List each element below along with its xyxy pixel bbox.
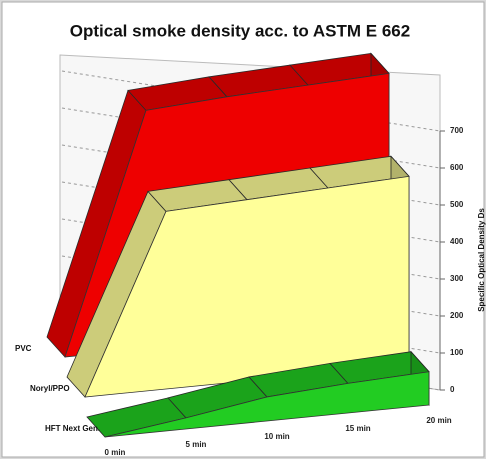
y-tick-label: 100 [450, 348, 464, 357]
x-tick-label: 0 min [105, 448, 126, 457]
x-tick-label: 5 min [186, 440, 207, 449]
plot: 0 100 200 300 400 500 600 700 PVC Noryl/PPO HFT Ne… [15, 52, 464, 457]
series-label: Noryl/PPO [30, 384, 70, 393]
x-tick-label: 10 min [264, 432, 289, 441]
y-tick-label: 500 [450, 200, 464, 209]
x-tick-label: 15 min [345, 424, 370, 433]
series-label: HFT Next Gen. [45, 424, 100, 433]
y-tick-label: 700 [450, 126, 464, 135]
chart-title: Optical smoke density acc. to ASTM E 662 [70, 21, 410, 40]
series-label: PVC [15, 344, 32, 353]
y-tick-label: 300 [450, 274, 464, 283]
y-tick-label: 600 [450, 163, 464, 172]
y-tick-label: 400 [450, 237, 464, 246]
area [84, 175, 410, 398]
y-tick-label: 200 [450, 311, 464, 320]
area [104, 371, 430, 438]
y-tick-label: 0 [450, 385, 455, 394]
y-axis-label: Specific Optical Density Ds [477, 208, 486, 312]
x-tick-label: 20 min [426, 416, 451, 425]
